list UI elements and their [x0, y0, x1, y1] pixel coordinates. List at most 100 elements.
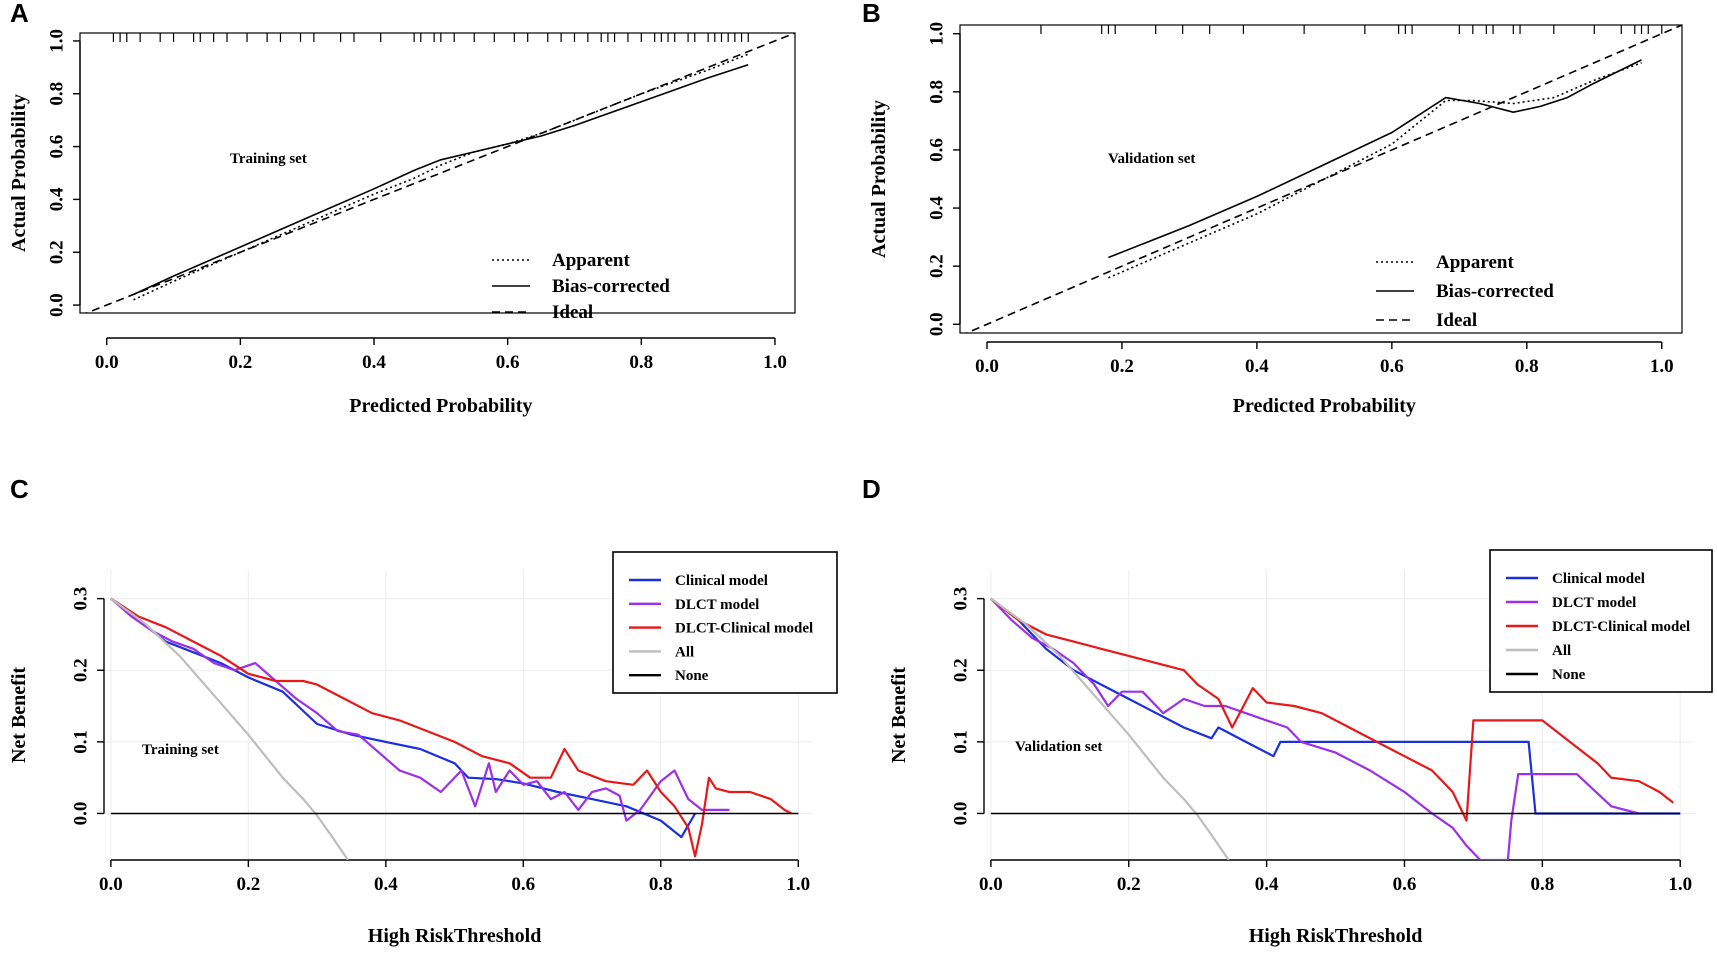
- set-label: Validation set: [1108, 151, 1195, 167]
- series-dlct-model: [110, 597, 730, 822]
- x-axis-title: High RiskThreshold: [1249, 925, 1423, 947]
- y-tick-label: 0.0: [926, 312, 947, 336]
- x-tick-label: 1.0: [1668, 874, 1692, 895]
- x-tick-label: 0.2: [1117, 874, 1141, 895]
- legend-label: Ideal: [552, 302, 593, 323]
- panel-letter: D: [862, 474, 881, 504]
- x-tick-label: 0.4: [374, 874, 398, 895]
- panel-B: B 0.0 0.2 0.4 0.6 0.8 1.0 0.0 0.2 0.4 0.6 0.8 1.0 Pre…: [862, 0, 1683, 417]
- y-tick-label: 1.0: [46, 29, 67, 53]
- legend-label: Bias-corrected: [1436, 281, 1554, 302]
- y-tick-label: 1.0: [926, 22, 947, 46]
- x-tick-label: 0.4: [1255, 874, 1279, 895]
- y-tick-label: 0.8: [926, 80, 947, 104]
- x-tick-label: 0.0: [95, 352, 119, 373]
- panel-letter: C: [10, 474, 29, 504]
- y-tick-label: 0.2: [950, 658, 971, 682]
- legend-label: None: [675, 668, 709, 684]
- x-tick-label: 0.4: [362, 352, 386, 373]
- x-axis-title: High RiskThreshold: [368, 925, 542, 947]
- series-apparent: [133, 53, 749, 301]
- legend: Clinical model DLCT model DLCT-Clinical mo…: [1489, 549, 1713, 693]
- legend-label: DLCT-Clinical model: [675, 621, 813, 637]
- x-axis-title: Predicted Probability: [349, 395, 532, 417]
- y-tick-label: 0.3: [70, 587, 91, 611]
- legend-label: Ideal: [1436, 310, 1477, 331]
- y-axis-title: Actual Probability: [8, 94, 30, 252]
- series-all: [110, 597, 349, 860]
- legend: Apparent Bias-corrected Ideal: [1376, 252, 1554, 331]
- legend-label: Bias-corrected: [552, 276, 670, 297]
- panel-letter: B: [862, 0, 881, 28]
- series-ideal: [964, 25, 1682, 333]
- y-tick-label: 0.2: [926, 254, 947, 278]
- panel-A: A 0.0 0.2 0.4 0.6 0.8 1.0 0.0 0.2 0.4 0.6 0.8 1.0 Pre…: [8, 0, 796, 417]
- legend-box: [1489, 549, 1713, 693]
- legend-label: All: [675, 644, 694, 660]
- series-ideal: [84, 33, 795, 313]
- x-tick-label: 0.6: [496, 352, 520, 373]
- y-tick-label: 0.0: [46, 293, 67, 317]
- legend-label: Apparent: [1436, 252, 1514, 273]
- panel-C: C 0.0 0.2 0.4 0.6 0.8 1.0 0.0 0.1 0.2 0.3 High Risk…: [8, 474, 838, 947]
- legend-label: All: [1552, 643, 1571, 659]
- x-tick-label: 0.0: [979, 874, 1003, 895]
- x-tick-label: 0.6: [511, 874, 535, 895]
- series-group: [990, 597, 1681, 860]
- y-tick-label: 0.4: [926, 196, 947, 220]
- y-axis-title: Net Benefit: [888, 667, 910, 763]
- x-tick-label: 0.6: [1380, 356, 1404, 377]
- x-tick-label: 0.8: [649, 874, 673, 895]
- series-apparent: [1108, 62, 1642, 279]
- series-all: [990, 597, 1230, 860]
- set-label: Training set: [230, 151, 307, 167]
- series-group: [964, 25, 1682, 333]
- y-tick-label: 0.1: [70, 730, 91, 754]
- y-axis-title: Net Benefit: [8, 667, 30, 763]
- x-tick-label: 0.6: [1393, 874, 1417, 895]
- legend: Apparent Bias-corrected Ideal: [492, 250, 670, 323]
- legend-label: DLCT model: [675, 597, 759, 613]
- x-tick-label: 0.8: [1515, 356, 1539, 377]
- legend-label: DLCT model: [1552, 595, 1636, 611]
- set-label: Validation set: [1015, 739, 1102, 755]
- series-clinical-model: [990, 597, 1681, 815]
- series-bias-corrected: [1108, 59, 1642, 259]
- x-tick-label: 1.0: [786, 874, 810, 895]
- x-tick-label: 0.0: [99, 874, 123, 895]
- legend: Clinical model DLCT model DLCT-Clinical mo…: [612, 551, 838, 694]
- x-tick-label: 1.0: [763, 352, 787, 373]
- y-tick-label: 0.3: [950, 587, 971, 611]
- legend-box: [612, 551, 838, 694]
- set-label: Training set: [142, 742, 219, 758]
- legend-label: DLCT-Clinical model: [1552, 619, 1690, 635]
- series-bias-corrected: [133, 63, 749, 296]
- y-tick-label: 0.2: [70, 658, 91, 682]
- y-tick-label: 0.0: [70, 802, 91, 826]
- y-tick-label: 0.6: [46, 135, 67, 159]
- y-tick-label: 0.0: [950, 802, 971, 826]
- y-tick-label: 0.2: [46, 240, 67, 264]
- x-tick-label: 0.2: [236, 874, 260, 895]
- x-tick-label: 0.2: [1110, 356, 1134, 377]
- x-tick-label: 0.2: [228, 352, 252, 373]
- legend-label: Clinical model: [675, 573, 768, 589]
- series-group: [84, 33, 795, 313]
- series-dlct-model: [990, 597, 1640, 860]
- legend-label: Clinical model: [1552, 571, 1645, 587]
- x-tick-label: 0.8: [1530, 874, 1554, 895]
- legend-label: None: [1552, 667, 1586, 683]
- series-clinical-model: [110, 597, 697, 839]
- x-tick-label: 1.0: [1650, 356, 1674, 377]
- x-tick-label: 0.0: [975, 356, 999, 377]
- y-tick-label: 0.6: [926, 138, 947, 162]
- series-group: [110, 597, 799, 860]
- series-dlct-clinical-model: [110, 597, 792, 858]
- series-dlct-clinical-model: [990, 597, 1674, 822]
- y-axis-title: Actual Probability: [868, 100, 890, 258]
- legend-label: Apparent: [552, 250, 630, 271]
- x-tick-label: 0.8: [629, 352, 653, 373]
- y-tick-label: 0.1: [950, 730, 971, 754]
- panel-D: D 0.0 0.2 0.4 0.6 0.8 1.0 0.0 0.1 0.2 0.3 High Risk…: [862, 474, 1713, 947]
